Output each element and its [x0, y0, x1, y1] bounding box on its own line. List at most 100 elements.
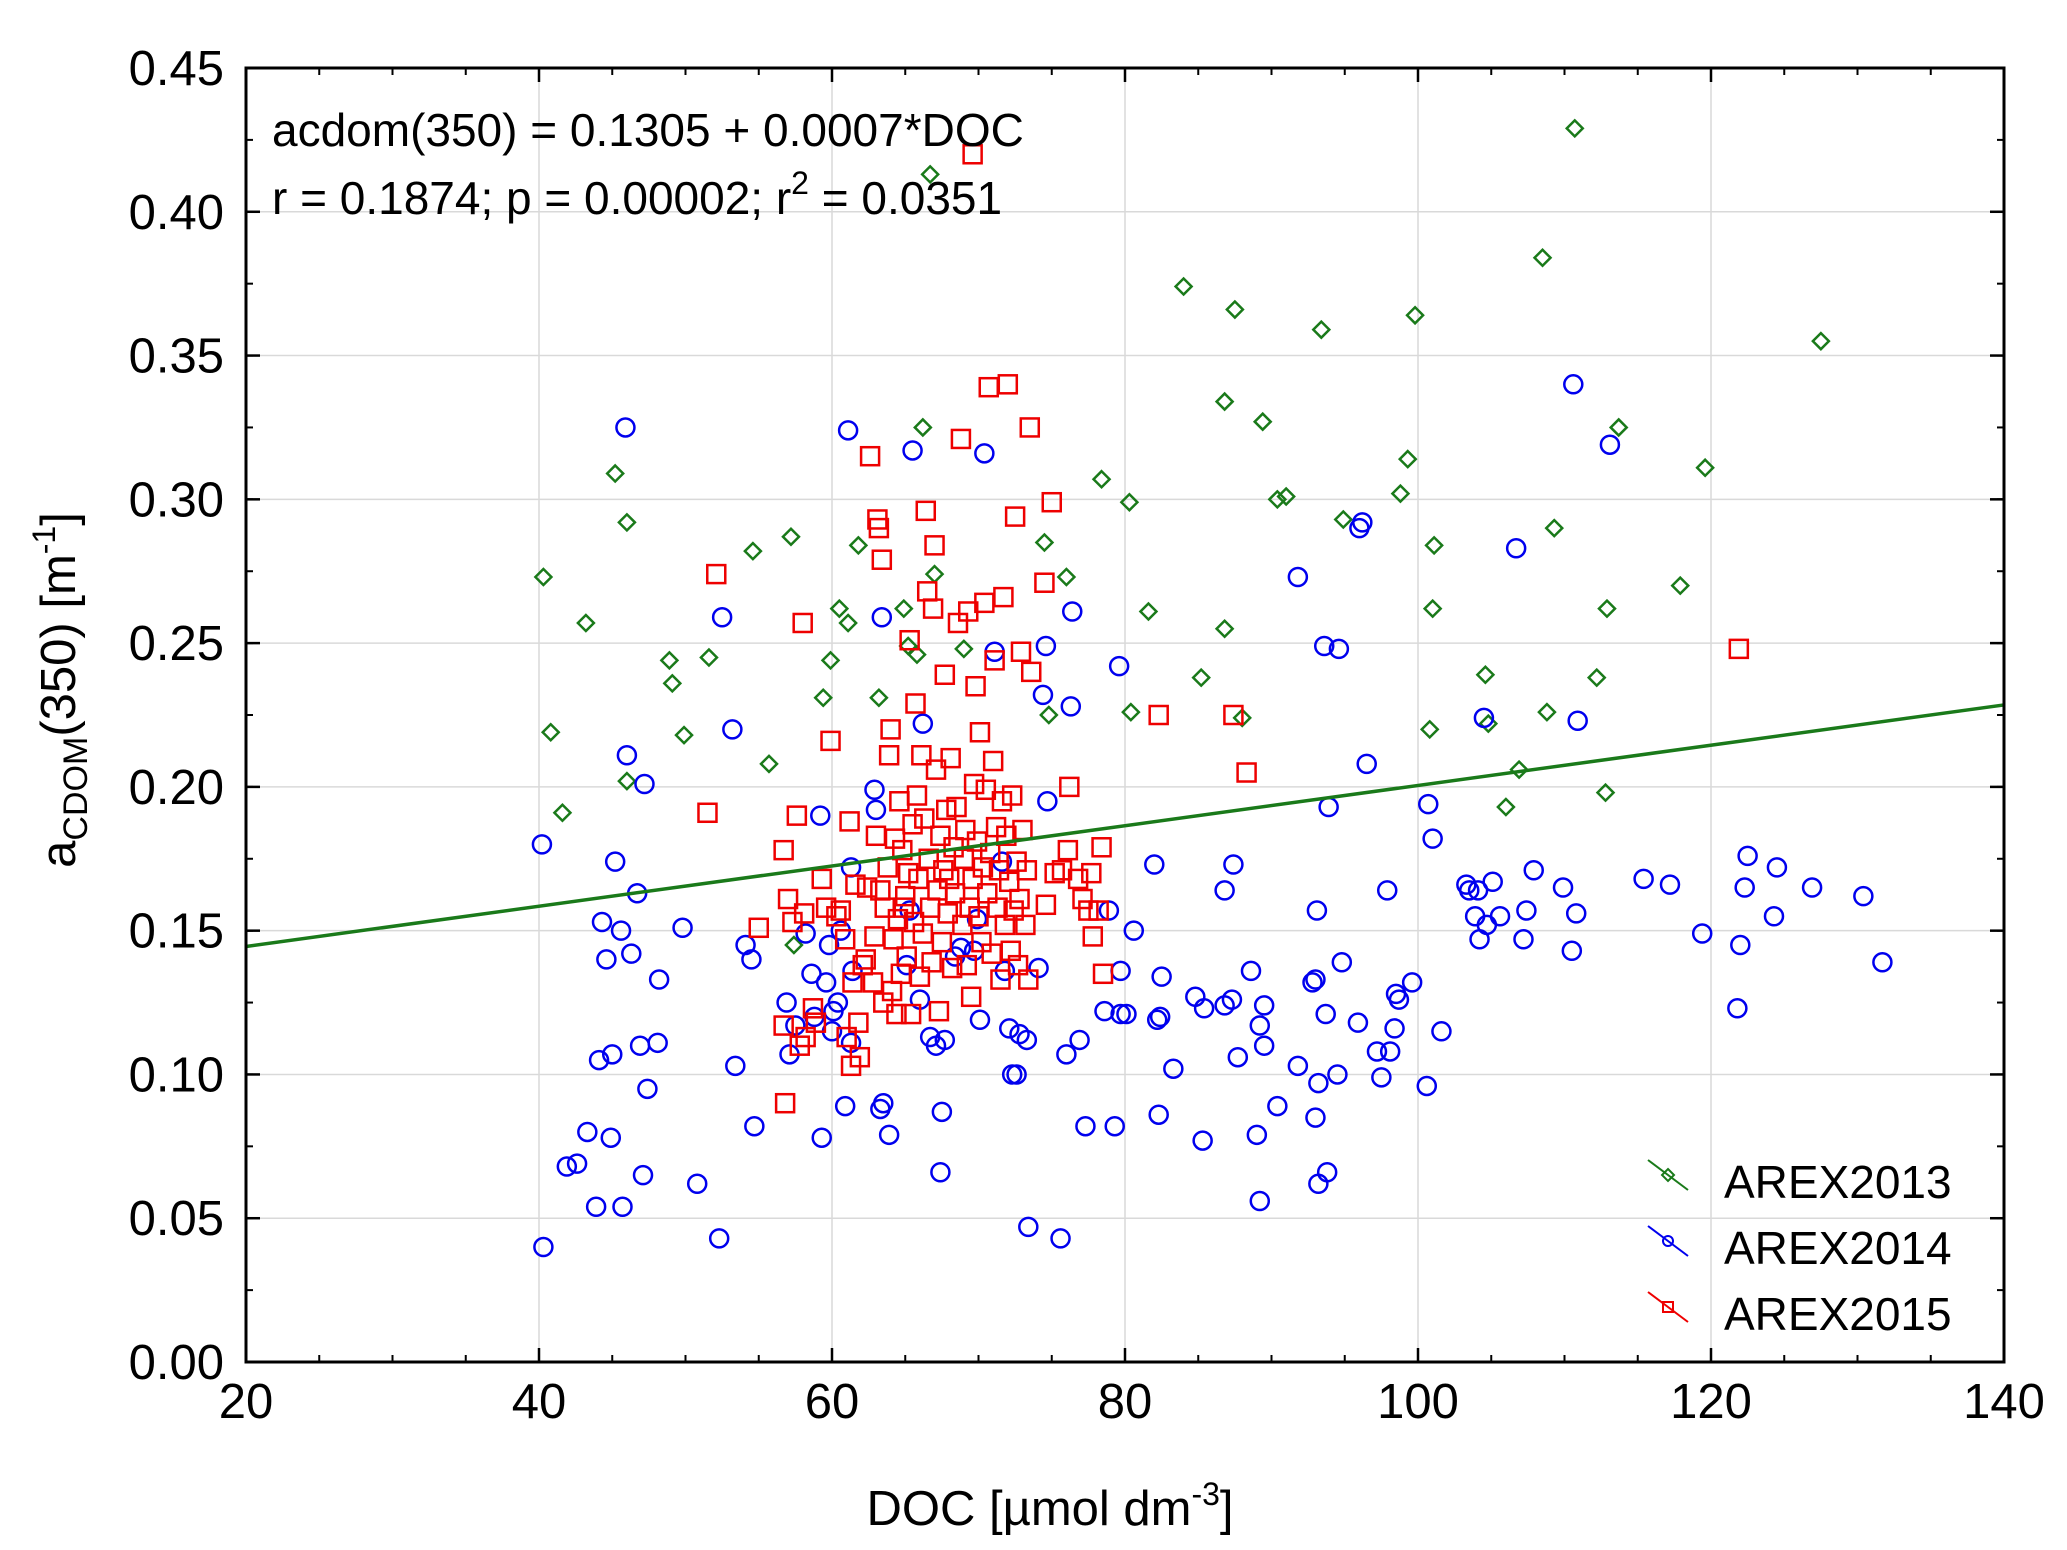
data-point	[1121, 702, 1141, 722]
data-point	[1418, 793, 1439, 815]
regression-equation: acdom(350) = 0.1305 + 0.0007*DOC	[272, 104, 1024, 156]
data-point	[786, 805, 808, 826]
data-point	[971, 931, 992, 953]
data-point	[1422, 828, 1443, 849]
data-point	[1597, 598, 1617, 619]
data-point	[1734, 877, 1755, 898]
data-point	[741, 949, 762, 970]
data-point	[946, 796, 967, 818]
data-point	[938, 868, 960, 890]
data-point	[1532, 248, 1553, 268]
data-point	[706, 563, 727, 585]
data-point	[902, 440, 923, 461]
data-point	[966, 831, 988, 852]
series-arex2013	[533, 118, 1831, 955]
legend-circle-icon	[1662, 1235, 1674, 1247]
y-tick-label: 0.40	[129, 186, 224, 240]
x-tick-label: 100	[1377, 1375, 1459, 1429]
data-point	[969, 722, 991, 743]
y-tick-label: 0.10	[129, 1048, 224, 1102]
data-point	[909, 966, 931, 987]
data-point	[1057, 839, 1079, 861]
data-point	[1473, 707, 1495, 729]
data-point	[621, 943, 642, 964]
data-point	[602, 1044, 623, 1065]
data-point	[974, 443, 995, 464]
data-point	[962, 868, 983, 890]
data-point	[1306, 900, 1328, 921]
legend-item-arex2015: AREX2015	[1647, 1288, 1952, 1340]
data-point	[1419, 719, 1440, 740]
data-point	[659, 650, 680, 671]
data-point	[1659, 874, 1681, 895]
data-point	[1565, 903, 1587, 924]
data-point	[834, 1095, 856, 1117]
data-point	[1727, 998, 1748, 1019]
data-point	[1056, 1044, 1077, 1065]
data-point	[1475, 664, 1496, 685]
data-point	[1028, 957, 1049, 979]
data-point	[1599, 434, 1621, 455]
data-point	[1537, 702, 1557, 722]
data-point	[1240, 960, 1262, 982]
y-tick-label: 0.20	[129, 761, 224, 815]
data-point	[930, 1161, 951, 1183]
data-point	[1405, 305, 1425, 326]
data-point	[900, 1003, 922, 1025]
data-point	[1081, 862, 1102, 884]
data-point	[634, 773, 655, 795]
data-point	[1104, 1115, 1125, 1137]
data-point	[1763, 906, 1785, 927]
data-point	[969, 1009, 991, 1031]
data-point	[662, 673, 683, 694]
data-point	[1424, 535, 1444, 556]
data-point	[905, 693, 926, 714]
data-point	[1091, 469, 1112, 489]
data-point	[1016, 1029, 1038, 1051]
data-point	[1056, 567, 1077, 587]
data-point	[672, 917, 693, 939]
data-point	[921, 952, 942, 973]
data-point	[1252, 411, 1273, 432]
data-point	[1227, 1046, 1249, 1068]
data-point	[1482, 871, 1503, 893]
data-point	[1561, 940, 1583, 962]
data-point	[868, 517, 890, 539]
data-point	[1098, 900, 1120, 921]
data-point	[1151, 966, 1172, 987]
data-point	[1853, 885, 1874, 907]
data-point	[722, 719, 743, 740]
data-point	[617, 512, 637, 533]
y-tick-label: 0.30	[129, 473, 224, 527]
data-point	[1116, 1003, 1137, 1025]
data-point	[795, 1026, 816, 1048]
data-point	[1431, 1021, 1452, 1042]
data-point	[1214, 618, 1235, 639]
data-point	[1552, 877, 1574, 898]
data-point	[1523, 860, 1544, 881]
data-point	[674, 725, 694, 745]
data-point	[1397, 449, 1418, 469]
data-point	[1509, 759, 1529, 780]
data-point	[1366, 1041, 1388, 1062]
data-point	[1516, 900, 1537, 921]
data-point	[815, 972, 837, 993]
data-point	[842, 972, 863, 993]
x-tick-label: 120	[1670, 1375, 1752, 1429]
data-point	[1019, 417, 1041, 438]
regression-line	[245, 703, 2005, 949]
data-point	[813, 687, 833, 708]
data-point	[1316, 1161, 1338, 1183]
data-point	[982, 750, 1004, 772]
data-point	[1305, 1107, 1326, 1128]
legend-line-arex2013	[1647, 1159, 1689, 1191]
data-point	[1302, 972, 1323, 993]
data-point	[848, 1012, 869, 1033]
y-tick-label: 0.00	[129, 1336, 224, 1390]
data-point	[894, 598, 914, 619]
data-point	[1007, 954, 1029, 976]
data-point	[1267, 1095, 1288, 1117]
data-point	[1567, 710, 1588, 732]
data-point	[711, 606, 733, 628]
data-point	[954, 639, 974, 659]
